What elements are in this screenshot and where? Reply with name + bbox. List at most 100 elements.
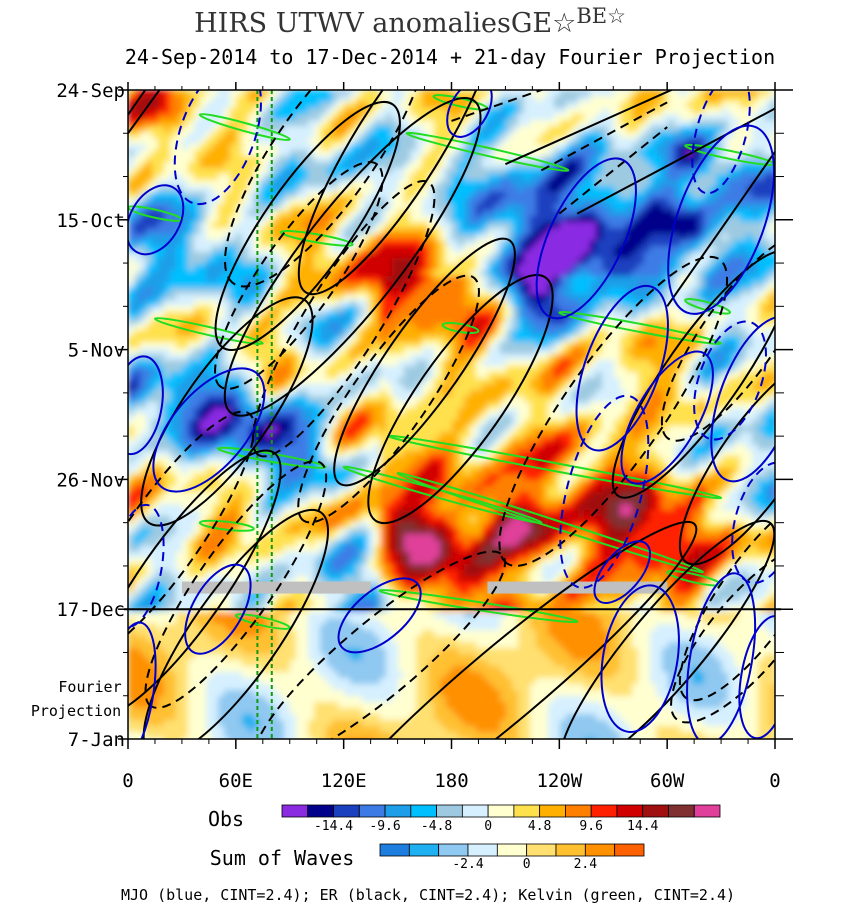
colorbar-swatch [590, 804, 618, 818]
er-line-0 [128, 90, 147, 116]
kelvin-contour-7 [441, 321, 480, 334]
er-line-5 [666, 151, 775, 307]
colorbar-tick-label: -4.8 [421, 819, 452, 834]
er-contour-6 [333, 237, 516, 487]
colorbar-swatch [616, 804, 644, 818]
er-contour-5 [214, 161, 384, 390]
mjo-contour-14 [128, 503, 165, 628]
colorbar-swatch [379, 843, 410, 857]
colorbar-swatch [438, 843, 469, 857]
y-tick-label: 5-Nov [68, 340, 125, 362]
kelvin-contour-6 [153, 317, 264, 346]
colorbar-swatch [526, 843, 557, 857]
er-contour-0 [297, 90, 498, 296]
colorbar-swatch [358, 804, 386, 818]
mjo-contour-20 [593, 540, 651, 604]
colorbar-swatch [555, 843, 586, 857]
x-axis-labels: 0 60E 120E 180 120W 60W 0 [122, 770, 780, 792]
kelvin-contour-14 [198, 519, 255, 532]
colorbar-tick-label: -14.4 [314, 819, 353, 834]
er-contour-3 [223, 97, 482, 417]
er-contour-19 [313, 520, 698, 739]
colorbar-swatch [408, 843, 440, 857]
y-axis-labels: 24-Sep 15-Oct 5-Nov 26-Nov 17-Dec 7-Jan [56, 80, 125, 751]
mjo-contour-6 [575, 284, 669, 452]
mjo-contour-19 [337, 577, 422, 654]
mjo-contour-18 [738, 615, 775, 739]
colorbar-tick-label: 2.4 [574, 857, 598, 872]
colorbar-tick-label: 0 [523, 857, 531, 872]
er-line-6 [451, 90, 545, 122]
kelvin-contour-13 [396, 472, 705, 574]
colorbar-tick-label: 4.8 [528, 819, 551, 834]
kelvin-contour-2 [405, 131, 570, 172]
mjo-contour-7 [620, 350, 714, 485]
axis-ticks [118, 82, 793, 749]
colorbar-swatch [668, 804, 695, 818]
colorbar-swatch [384, 804, 412, 818]
colorbar-swatch [410, 804, 437, 818]
er-contour-9 [140, 296, 314, 527]
x-tick-label: 120E [321, 770, 367, 792]
mjo-contour-0 [128, 184, 185, 256]
obs-colorbar-label: Obs [208, 807, 244, 831]
x-tick-label: 0 [769, 770, 780, 792]
missing-bar-0 [181, 581, 371, 594]
colorbar-tick-label: 14.4 [627, 819, 658, 834]
colorbar-swatch [614, 843, 645, 857]
y-tick-label: 15-Oct [56, 210, 125, 232]
x-tick-label: 60W [650, 770, 685, 792]
y-tick-label: 24-Sep [56, 80, 125, 102]
colorbar-swatch [539, 804, 566, 818]
colorbar-swatch [461, 804, 489, 818]
colorbar-swatch [333, 804, 360, 818]
waves-colorbar: -2.4 0 2.4 [379, 843, 645, 872]
colorbar-tick-label: 9.6 [579, 819, 602, 834]
mjo-contours [128, 90, 775, 739]
x-tick-label: 180 [434, 770, 468, 792]
er-contour-1 [224, 90, 428, 288]
kelvin-contour-5 [279, 230, 354, 247]
x-tick-label: 60E [219, 770, 253, 792]
colorbar-tick-label: -2.4 [452, 857, 483, 872]
kelvin-contour-3 [684, 143, 775, 166]
er-contour-20 [253, 550, 507, 739]
obs-colorbar: -14.4 -9.6 -4.8 0 4.8 9.6 14.4 [281, 804, 721, 834]
er-contour-7 [297, 274, 480, 524]
x-tick-label: 0 [122, 770, 133, 792]
mjo-contour-17 [686, 572, 757, 739]
reference-longitude-lines [256, 90, 273, 739]
chart-title: HIRS UTWV anomaliesGE☆BE☆ [194, 4, 626, 39]
mjo-contour-8 [693, 320, 767, 441]
projection-label-line2: Projection [31, 702, 121, 720]
y-tick-label: 26-Nov [56, 469, 125, 491]
kelvin-contour-15 [234, 613, 291, 630]
projection-label-line1: Fourier [58, 678, 121, 696]
mjo-contour-2 [535, 157, 637, 320]
plot-area [128, 90, 775, 739]
er-contour-14 [498, 255, 729, 567]
er-line-4 [558, 126, 668, 215]
colorbar-swatch [642, 804, 669, 818]
mjo-contour-4 [691, 90, 751, 195]
mjo-contour-9 [710, 315, 775, 483]
kelvin-contour-8 [558, 311, 723, 345]
colorbar-swatch [307, 804, 334, 818]
x-tick-label: 120W [536, 770, 582, 792]
colorbar-swatch [565, 804, 592, 818]
mjo-contour-12 [152, 367, 266, 493]
kelvin-contour-0 [198, 113, 291, 142]
colorbar-tick-label: 0 [484, 819, 492, 834]
y-tick-label: 7-Jan [68, 729, 125, 751]
mjo-contour-15 [184, 563, 252, 655]
er-contour-21 [559, 519, 775, 739]
colorbar-tick-label: -9.6 [369, 819, 400, 834]
mjo-contour-1 [173, 90, 262, 206]
mjo-contour-11 [731, 461, 775, 584]
colorbar-swatch [496, 843, 528, 857]
mjo-contour-21 [128, 621, 157, 739]
chart-subtitle: 24-Sep-2014 to 17-Dec-2014 + 21-day Four… [125, 45, 775, 69]
mjo-contour-3 [667, 124, 775, 315]
er-contour-16 [660, 232, 775, 442]
